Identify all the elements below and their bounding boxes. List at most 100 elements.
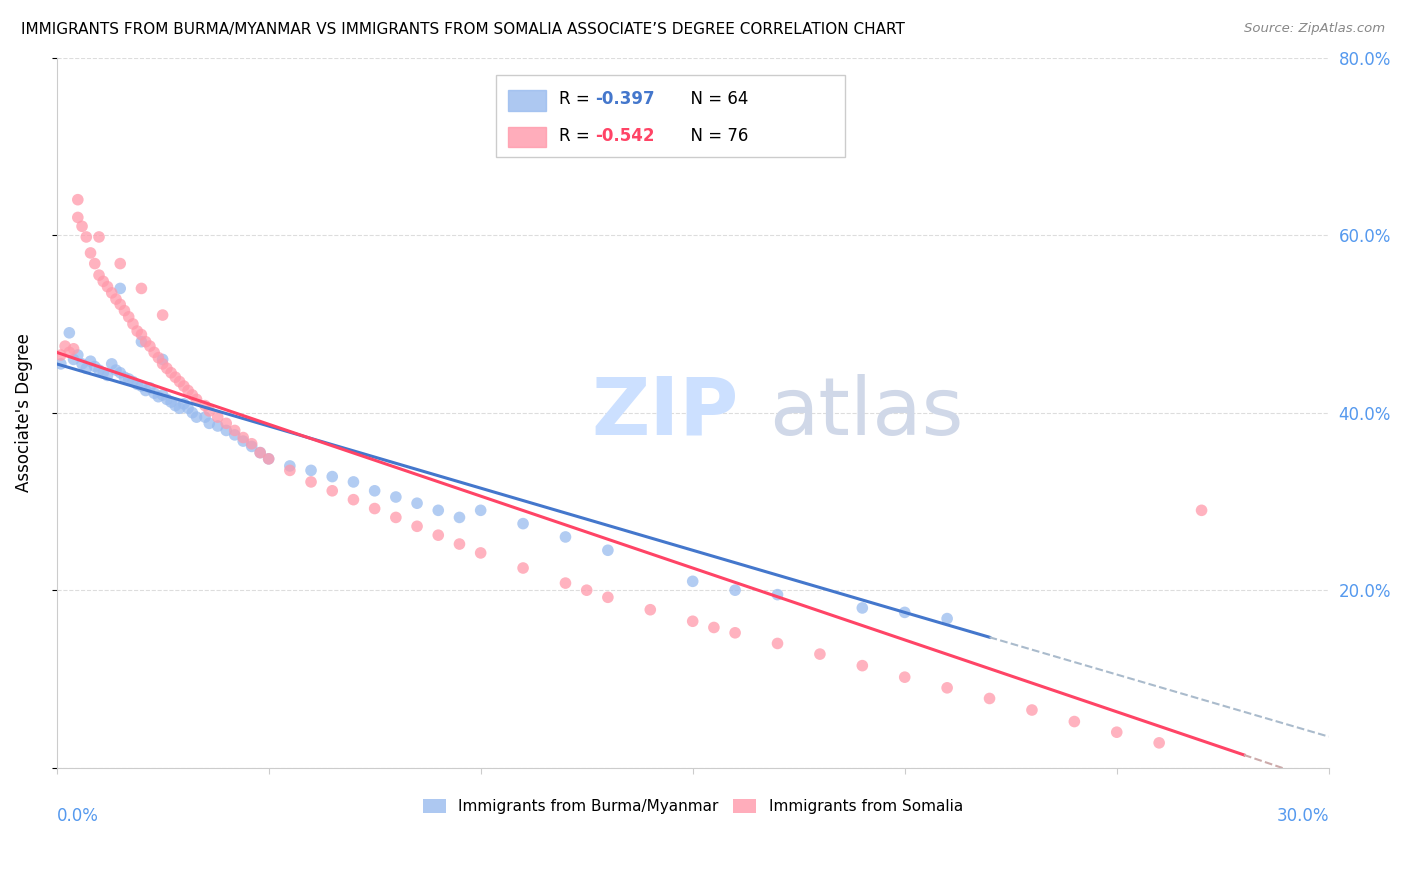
Point <box>165 370 187 384</box>
Text: ZIP: ZIP <box>591 374 738 451</box>
Point <box>470 546 492 560</box>
Point <box>470 503 492 517</box>
Point <box>249 445 271 459</box>
Point <box>321 469 343 483</box>
Point <box>152 388 174 402</box>
Point <box>449 537 471 551</box>
Point <box>703 620 725 634</box>
Point <box>127 324 149 338</box>
Point <box>342 492 364 507</box>
Legend: Immigrants from Burma/Myanmar, Immigrants from Somalia: Immigrants from Burma/Myanmar, Immigrant… <box>416 793 969 821</box>
Y-axis label: Associate's Degree: Associate's Degree <box>15 334 32 492</box>
Point <box>363 501 385 516</box>
Point <box>766 636 789 650</box>
Point <box>152 308 174 322</box>
Point <box>385 510 408 524</box>
Point <box>156 361 179 376</box>
Point <box>75 230 97 244</box>
Point <box>169 401 191 416</box>
Point <box>893 606 915 620</box>
Text: -0.397: -0.397 <box>595 89 654 108</box>
Point <box>83 359 105 374</box>
Point <box>169 375 191 389</box>
Point <box>851 601 873 615</box>
Point <box>1191 503 1213 517</box>
Point <box>194 399 217 413</box>
Point <box>131 281 153 295</box>
Point <box>342 475 364 489</box>
Point <box>427 503 450 517</box>
Point <box>596 543 619 558</box>
Point <box>58 345 80 359</box>
Text: N = 64: N = 64 <box>681 89 748 108</box>
FancyBboxPatch shape <box>495 76 845 157</box>
Point <box>299 475 322 489</box>
Point <box>79 354 101 368</box>
Point <box>240 439 263 453</box>
Point <box>1063 714 1085 729</box>
Text: R =: R = <box>560 89 595 108</box>
Point <box>143 345 166 359</box>
Point <box>181 388 204 402</box>
Point <box>512 561 534 575</box>
Point <box>177 401 200 416</box>
Point <box>100 285 122 300</box>
Point <box>110 297 132 311</box>
Point <box>194 410 217 425</box>
Point <box>49 357 72 371</box>
Point <box>173 397 195 411</box>
Point <box>224 424 246 438</box>
Point <box>152 357 174 371</box>
Point <box>87 363 110 377</box>
Point <box>53 339 76 353</box>
Point <box>87 268 110 282</box>
Point <box>100 357 122 371</box>
Point <box>160 395 183 409</box>
Point <box>104 363 127 377</box>
Point <box>122 375 145 389</box>
Point <box>165 399 187 413</box>
Text: R =: R = <box>560 127 595 145</box>
Point <box>110 366 132 380</box>
Point <box>385 490 408 504</box>
Point <box>127 377 149 392</box>
Point <box>232 431 254 445</box>
Point <box>135 384 157 398</box>
Point <box>724 625 747 640</box>
Point <box>1021 703 1043 717</box>
Point <box>257 451 280 466</box>
Text: N = 76: N = 76 <box>681 127 748 145</box>
Point <box>596 591 619 605</box>
Point <box>131 379 153 393</box>
Point <box>96 279 118 293</box>
Point <box>135 334 157 349</box>
Point <box>207 419 229 434</box>
Point <box>66 193 89 207</box>
Point <box>257 451 280 466</box>
Text: Source: ZipAtlas.com: Source: ZipAtlas.com <box>1244 22 1385 36</box>
Point <box>186 392 208 407</box>
Point <box>181 406 204 420</box>
Point <box>1105 725 1128 739</box>
Point <box>278 458 301 473</box>
Point <box>118 372 141 386</box>
Point <box>766 588 789 602</box>
Point <box>173 379 195 393</box>
Text: 30.0%: 30.0% <box>1277 806 1329 825</box>
Point <box>207 410 229 425</box>
Bar <box>508 89 547 111</box>
Point <box>156 392 179 407</box>
Point <box>83 257 105 271</box>
Point <box>851 658 873 673</box>
Point <box>406 519 429 533</box>
Point <box>224 428 246 442</box>
Point <box>122 317 145 331</box>
Point <box>766 139 789 153</box>
Point <box>215 417 238 431</box>
Point <box>91 274 114 288</box>
Point <box>66 348 89 362</box>
Point <box>449 510 471 524</box>
Point <box>893 670 915 684</box>
Text: -0.542: -0.542 <box>595 127 654 145</box>
Point <box>363 483 385 498</box>
